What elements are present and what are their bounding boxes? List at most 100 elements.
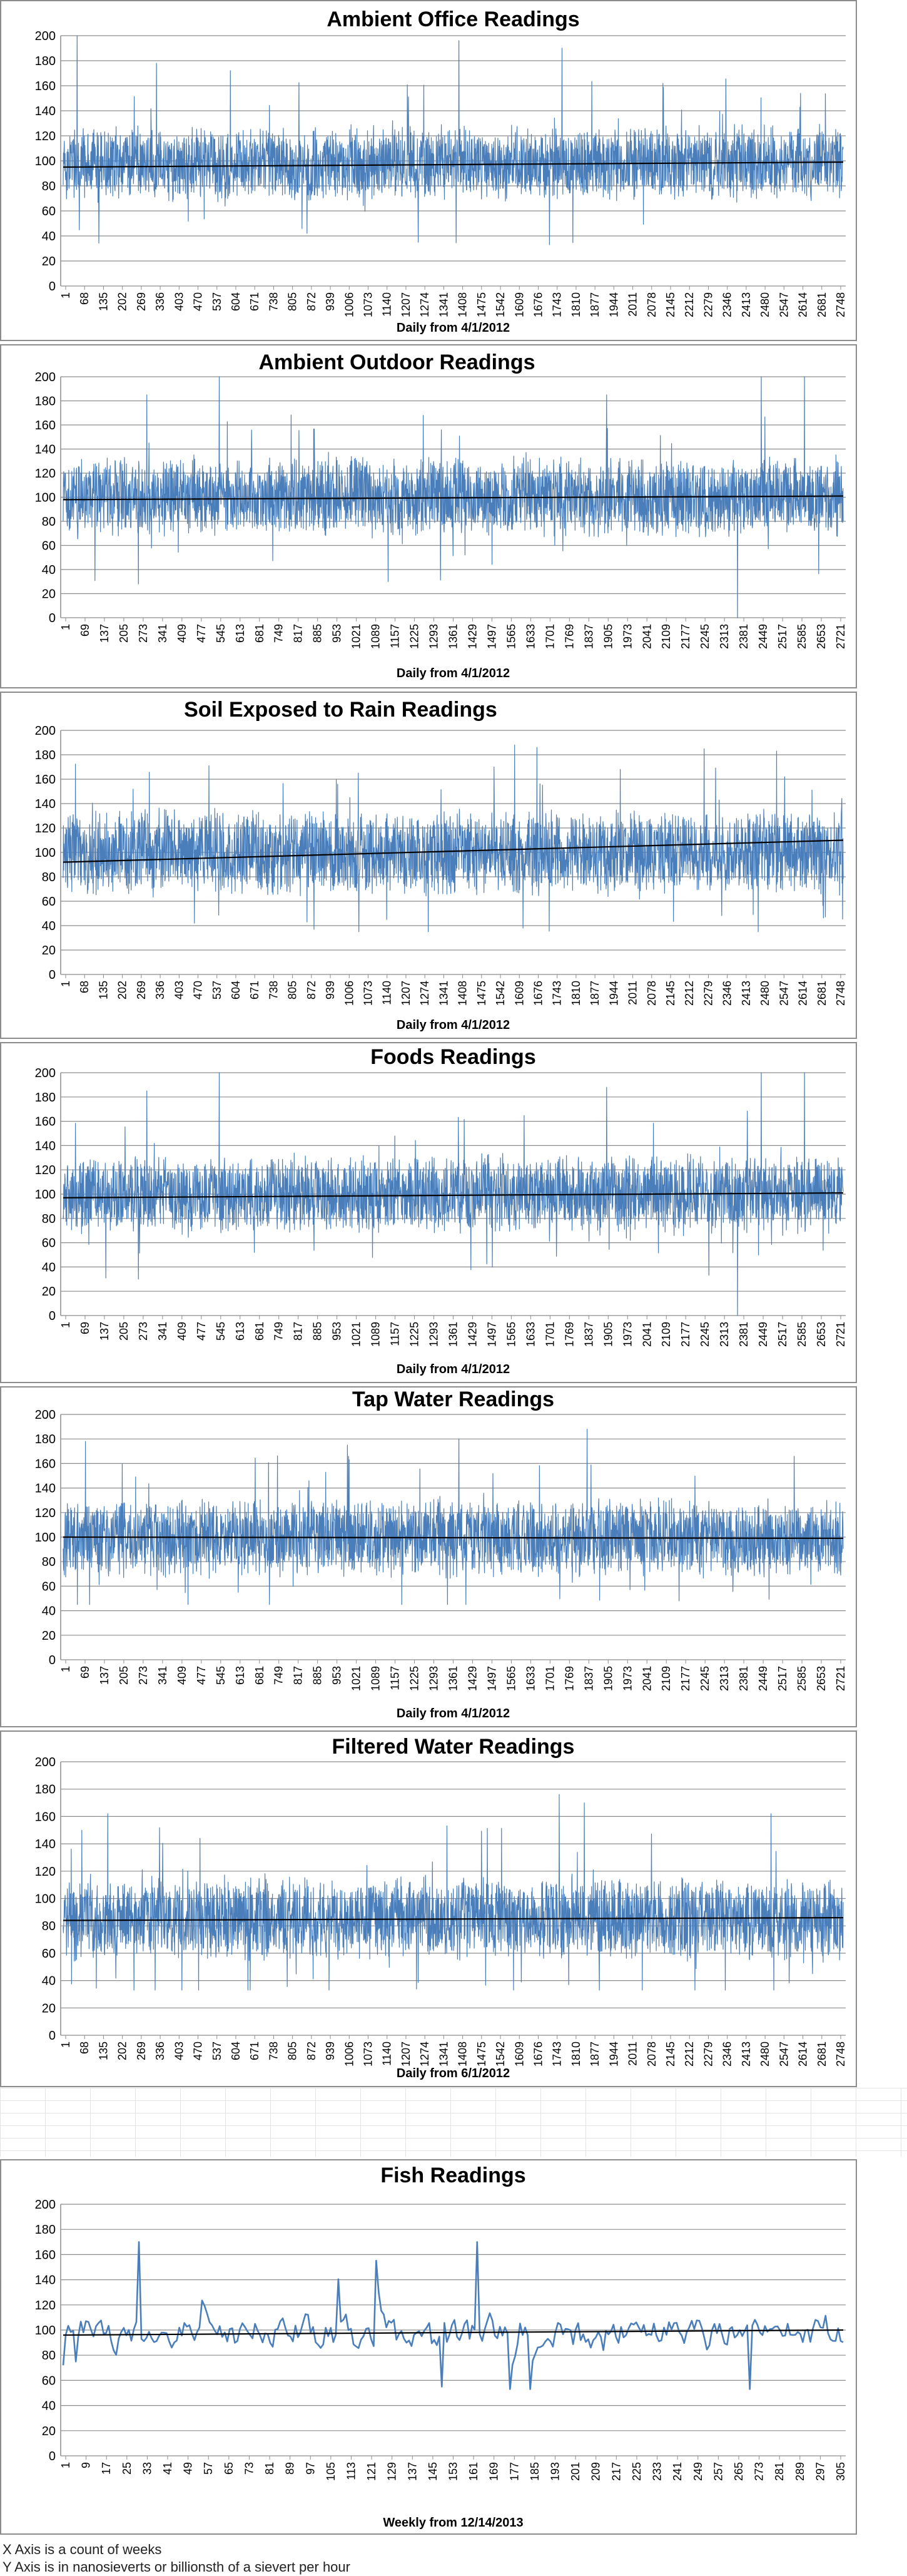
x-tick-label: 2346 — [721, 292, 734, 317]
x-tick-label: 749 — [273, 624, 285, 643]
x-tick-label: 1 — [59, 624, 72, 630]
x-tick-label: 169 — [488, 2462, 500, 2481]
x-tick-label: 336 — [154, 2042, 166, 2060]
x-tick-label: 1743 — [551, 292, 564, 317]
x-tick-label: 2480 — [759, 2042, 771, 2067]
y-tick-label: 0 — [49, 1309, 56, 1323]
x-tick-label: 805 — [286, 2042, 299, 2060]
y-tick-label: 120 — [35, 467, 56, 481]
x-tick-label: 257 — [712, 2462, 724, 2481]
x-tick-label: 477 — [195, 624, 208, 643]
chart-svg: 0 20 40 60 80 100 120 140 160 180 200 1 68 135 202 269 3… — [35, 698, 847, 1032]
x-tick-label: 604 — [230, 2042, 242, 2060]
x-tick-label: 1274 — [418, 2042, 431, 2067]
y-tick-label: 80 — [42, 180, 56, 193]
x-tick-label: 477 — [195, 1666, 208, 1685]
x-tick-label: 2041 — [641, 1322, 653, 1347]
chart-panel: 0 20 40 60 80 100 120 140 160 180 200 1 68 135 202 269 3… — [0, 1730, 857, 2087]
x-tick-label: 1944 — [607, 2042, 620, 2067]
x-tick-label: 2585 — [796, 1666, 808, 1691]
y-tick-label: 100 — [35, 155, 56, 168]
x-tick-label: 89 — [284, 2462, 296, 2475]
x-tick-label: 1021 — [350, 624, 363, 649]
x-tick-label: 817 — [292, 624, 305, 643]
x-tick-label: 1810 — [570, 292, 582, 317]
x-tick-label: 2109 — [660, 1666, 672, 1691]
y-tick-label: 160 — [35, 419, 56, 432]
x-tick-label: 403 — [173, 981, 185, 999]
x-tick-label: 1408 — [457, 292, 469, 317]
trend-line — [63, 495, 844, 501]
trend-line — [63, 2329, 844, 2336]
x-tick-label: 545 — [215, 624, 227, 643]
x-tick-label: 1609 — [513, 2042, 525, 2067]
chart-title: Foods Readings — [370, 1045, 535, 1069]
x-tick-label: 2653 — [815, 624, 828, 649]
x-tick-label: 805 — [286, 292, 299, 311]
x-tick-label: 135 — [97, 292, 109, 311]
y-tick-label: 180 — [35, 749, 56, 762]
x-tick-label: 2313 — [718, 1666, 731, 1691]
x-tick-label: 1837 — [582, 1322, 595, 1347]
x-tick-label: 69 — [79, 624, 91, 636]
x-tick-label: 2078 — [646, 292, 658, 317]
x-tick-label: 1701 — [544, 1322, 556, 1347]
y-tick-label: 200 — [35, 1408, 56, 1422]
x-axis-label: Daily from 4/1/2012 — [397, 1018, 510, 1032]
y-tick-label: 60 — [42, 1947, 56, 1961]
x-tick-label: 1 — [59, 2042, 72, 2048]
x-tick-label: 225 — [631, 2462, 643, 2481]
y-tick-label: 100 — [35, 846, 56, 860]
x-tick-label: 177 — [508, 2462, 520, 2481]
x-tick-label: 1140 — [381, 2042, 393, 2066]
x-tick-label: 613 — [234, 1666, 246, 1685]
x-tick-label: 681 — [253, 1322, 266, 1341]
x-tick-label: 2011 — [627, 2042, 639, 2066]
x-tick-label: 1542 — [494, 981, 507, 1006]
x-tick-label: 273 — [137, 1322, 149, 1341]
x-tick-label: 161 — [467, 2462, 480, 2481]
chart-title: Ambient Outdoor Readings — [259, 350, 535, 374]
x-tick-label: 1475 — [475, 292, 488, 317]
trend-line — [63, 161, 844, 168]
y-tick-label: 0 — [49, 2450, 56, 2463]
y-tick-label: 180 — [35, 1433, 56, 1446]
x-tick-label: 41 — [161, 2462, 174, 2475]
x-tick-label: 68 — [78, 292, 91, 305]
x-tick-label: 2011 — [627, 292, 639, 317]
x-tick-label: 1837 — [582, 624, 595, 649]
x-tick-label: 2245 — [699, 624, 711, 649]
x-tick-label: 297 — [814, 2462, 826, 2481]
chart-panel: 0 20 40 60 80 100 120 140 160 180 200 1 68 135 202 269 3… — [0, 692, 857, 1039]
x-tick-label: 1497 — [485, 1666, 498, 1691]
x-tick-label: 1769 — [563, 624, 575, 649]
x-tick-label: 202 — [116, 2042, 129, 2060]
x-tick-label: 2245 — [699, 1666, 711, 1691]
x-tick-label: 1089 — [370, 624, 382, 649]
x-tick-label: 2145 — [664, 2042, 677, 2067]
x-tick-label: 2177 — [679, 1666, 692, 1691]
y-tick-label: 100 — [35, 2324, 56, 2338]
x-tick-label: 1157 — [389, 1666, 402, 1690]
chart-title: Filtered Water Readings — [332, 1735, 575, 1759]
x-tick-label: 2177 — [679, 624, 692, 649]
x-tick-label: 2346 — [721, 981, 734, 1006]
y-tick-label: 40 — [42, 1975, 56, 1988]
x-tick-label: 1073 — [362, 292, 375, 317]
trend-line — [63, 1192, 844, 1199]
series-line — [63, 744, 844, 933]
chart-title: Tap Water Readings — [352, 1388, 554, 1411]
x-tick-label: 2381 — [737, 1666, 750, 1691]
y-tick-label: 160 — [35, 1810, 56, 1824]
x-tick-label: 1408 — [457, 981, 469, 1006]
y-tick-label: 20 — [42, 2425, 56, 2438]
trend-line — [63, 839, 844, 863]
x-tick-label: 273 — [137, 1666, 149, 1685]
y-tick-label: 160 — [35, 773, 56, 787]
y-tick-label: 40 — [42, 563, 56, 577]
x-tick-label: 613 — [234, 1322, 246, 1341]
y-tick-label: 160 — [35, 2248, 56, 2262]
x-tick-label: 137 — [98, 1666, 111, 1685]
y-tick-label: 120 — [35, 1163, 56, 1177]
x-tick-label: 738 — [267, 292, 280, 311]
